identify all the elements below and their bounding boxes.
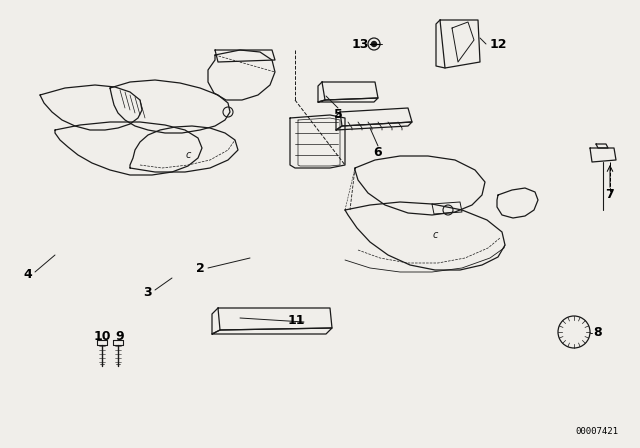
Text: c: c xyxy=(186,150,191,160)
Text: 12: 12 xyxy=(489,38,507,51)
Text: 00007421: 00007421 xyxy=(575,427,618,436)
Text: 7: 7 xyxy=(605,189,614,202)
Text: 13: 13 xyxy=(351,38,369,51)
Text: c: c xyxy=(432,230,438,240)
Text: 4: 4 xyxy=(24,268,33,281)
Text: 5: 5 xyxy=(333,108,342,121)
Circle shape xyxy=(371,42,376,47)
Text: 9: 9 xyxy=(116,331,124,344)
Text: 8: 8 xyxy=(594,327,602,340)
Text: 11: 11 xyxy=(287,314,305,327)
Text: 6: 6 xyxy=(374,146,382,159)
Text: 10: 10 xyxy=(93,331,111,344)
Text: 3: 3 xyxy=(144,285,152,298)
Text: 2: 2 xyxy=(196,262,204,275)
